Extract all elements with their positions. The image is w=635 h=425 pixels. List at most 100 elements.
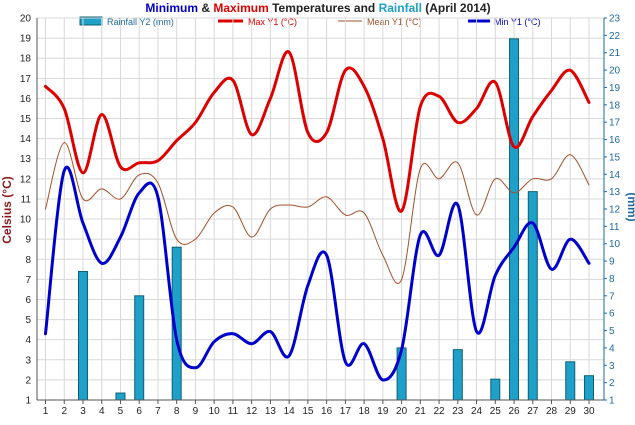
chart-axes <box>36 17 607 404</box>
x-tick-label: 8 <box>174 406 180 417</box>
y2-tick-label: 16 <box>609 135 621 146</box>
y2-axis-label: (mm) <box>625 192 635 221</box>
y1-tick-label: 17 <box>20 74 32 85</box>
y2-tick-label: 2 <box>609 378 615 389</box>
y1-tick-label: 3 <box>25 355 31 366</box>
y2-tick-label: 19 <box>609 83 621 94</box>
y2-tick-label: 20 <box>609 66 621 77</box>
title-period: (April 2014) <box>422 1 491 15</box>
chart-legend: Rainfall Y2 (mm) Max Y1 (°C) Mean Y1 (°C… <box>79 16 540 27</box>
x-tick-label: 13 <box>265 406 277 417</box>
y2-tick-label: 14 <box>609 170 621 181</box>
x-tick-label: 27 <box>527 406 539 417</box>
temperature-lines <box>44 50 591 382</box>
title-and: & <box>198 1 213 15</box>
rainfall-bar <box>565 361 576 401</box>
x-tick-label: 18 <box>359 406 371 417</box>
rainfall-bar <box>584 375 594 401</box>
title-maximum: Maximum <box>213 1 268 15</box>
x-tick-label: 23 <box>452 406 464 417</box>
x-tick-label: 2 <box>61 406 67 417</box>
y1-tick-label: 10 <box>20 215 32 226</box>
y2-tick-label: 11 <box>609 222 620 233</box>
x-tick-label: 10 <box>209 406 221 417</box>
x-tick-label: 3 <box>80 406 86 417</box>
y2-tick-label: 15 <box>609 152 621 163</box>
y2-tick-label: 3 <box>609 361 615 372</box>
y1-tick-label: 16 <box>20 94 32 105</box>
x-tick-label: 25 <box>490 406 502 417</box>
x-tick-labels: 1 2 3 4 5 6 7 8 9 10 11 12 13 14 15 16 17 18 19 20 21 22 23 24 2… <box>43 406 595 417</box>
y2-tick-label: 13 <box>609 187 621 198</box>
x-tick-label: 24 <box>471 406 483 417</box>
x-tick-label: 19 <box>377 406 389 417</box>
x-tick-label: 6 <box>136 406 142 417</box>
y2-tick-label: 8 <box>609 274 615 285</box>
legend-min-label: Min Y1 (°C) <box>494 17 540 27</box>
y2-tick-label: 21 <box>609 48 621 59</box>
x-tick-label: 14 <box>284 406 296 417</box>
x-tick-label: 29 <box>565 406 577 417</box>
y2-tick-label: 18 <box>609 100 621 111</box>
y2-tick-label: 23 <box>609 14 621 25</box>
y1-tick-label: 13 <box>20 154 32 165</box>
rainfall-bar <box>509 38 520 401</box>
x-tick-label: 30 <box>583 406 595 417</box>
x-tick-label: 1 <box>43 406 49 417</box>
title-rainfall: Rainfall <box>379 1 422 15</box>
y1-tick-label: 7 <box>25 275 31 286</box>
x-tick-label: 9 <box>193 406 199 417</box>
y1-tick-label: 5 <box>25 315 31 326</box>
mean-temperature-line <box>45 142 590 284</box>
y2-tick-label: 17 <box>609 118 621 129</box>
y1-tick-label: 6 <box>25 295 31 306</box>
y2-tick-label: 9 <box>609 257 615 268</box>
y2-tick-label: 6 <box>609 309 615 320</box>
x-tick-label: 4 <box>99 406 105 417</box>
rainfall-bar <box>77 271 88 401</box>
legend-rain-label: Rainfall Y2 (mm) <box>107 17 174 27</box>
y2-tick-label: 22 <box>609 31 621 42</box>
y1-tick-label: 2 <box>25 375 31 386</box>
chart-title: Minimum & Maximum Temperatures and Rainf… <box>145 1 490 15</box>
rainfall-bar <box>490 378 501 401</box>
max-temperature-line <box>44 50 591 213</box>
y2-tick-label: 12 <box>609 205 621 216</box>
y1-tick-label: 18 <box>20 54 32 65</box>
x-tick-label: 15 <box>302 406 314 417</box>
y1-tick-label: 9 <box>25 235 31 246</box>
y2-tick-label: 7 <box>609 291 615 302</box>
y1-tick-label: 11 <box>21 194 32 205</box>
title-temps: Temperatures and <box>269 1 379 15</box>
x-tick-label: 17 <box>340 406 352 417</box>
x-tick-label: 12 <box>246 406 258 417</box>
y1-tick-label: 4 <box>25 335 31 346</box>
x-tick-label: 28 <box>546 406 558 417</box>
x-tick-label: 16 <box>321 406 333 417</box>
x-tick-label: 5 <box>118 406 124 417</box>
rainfall-bar <box>452 349 463 401</box>
y2-tick-label: 4 <box>609 343 615 354</box>
x-tick-label: 22 <box>434 406 446 417</box>
title-minimum: Minimum <box>145 1 198 15</box>
y2-tick-label: 10 <box>609 239 621 250</box>
y1-tick-label: 12 <box>20 174 32 185</box>
legend-mean-label: Mean Y1 (°C) <box>367 17 421 27</box>
x-tick-label: 7 <box>155 406 161 417</box>
y2-tick-label: 1 <box>609 396 615 407</box>
y1-tick-label: 15 <box>20 114 32 125</box>
legend-max-label: Max Y1 (°C) <box>248 17 297 27</box>
y1-tick-label: 19 <box>20 34 32 45</box>
min-temperature-line <box>44 165 591 382</box>
y1-tick-label: 8 <box>25 255 31 266</box>
y1-tick-label: 14 <box>20 134 32 145</box>
y2-tick-label: 5 <box>609 326 615 337</box>
x-tick-label: 26 <box>508 406 520 417</box>
y1-tick-label: 1 <box>25 396 31 407</box>
x-tick-label: 20 <box>396 406 408 417</box>
x-tick-label: 21 <box>415 406 427 417</box>
